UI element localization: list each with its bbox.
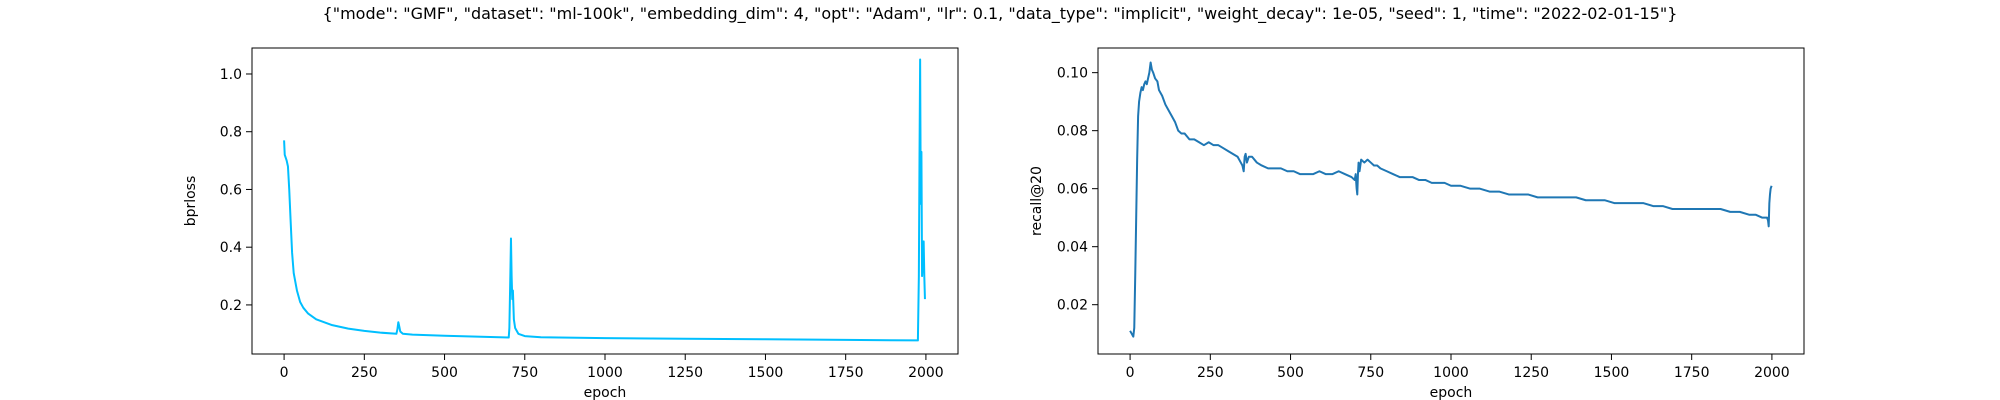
x-tick-label: 2000 [908, 365, 944, 381]
y-axis-label: bprloss [183, 176, 199, 227]
y-tick-label: 1.0 [220, 67, 242, 83]
y-tick-label: 0.06 [1057, 182, 1088, 198]
x-tick-label: 500 [431, 365, 458, 381]
series-line-0 [283, 58, 926, 342]
x-tick-label: 1250 [1513, 365, 1549, 381]
y-tick-label: 0.04 [1057, 240, 1088, 256]
x-tick-label: 2000 [1754, 365, 1790, 381]
x-tick-label: 250 [1197, 365, 1224, 381]
x-tick-label: 0 [1126, 365, 1135, 381]
x-tick-label: 750 [511, 365, 538, 381]
x-axis-label: epoch [1430, 385, 1473, 400]
y-tick-label: 0.2 [220, 298, 242, 314]
y-tick-label: 0.4 [220, 240, 242, 256]
x-tick-label: 1500 [1594, 365, 1630, 381]
x-tick-label: 1250 [667, 365, 703, 381]
bprloss-chart: 0 250 500 750 1000 1250 1500 1750 2000 0.2 0.4 0.6 0… [183, 47, 959, 400]
y-axis-label: recall@20 [1029, 166, 1045, 236]
x-tick-label: 1750 [828, 365, 864, 381]
x-tick-label: 1750 [1674, 365, 1710, 381]
recall-chart: 0 250 500 750 1000 1250 1500 1750 2000 0.02 0.04 0.… [1029, 47, 1805, 400]
plot-frame [251, 47, 959, 355]
x-tick-label: 250 [351, 365, 378, 381]
y-tick-label: 0.10 [1057, 66, 1088, 82]
figure-title: {"mode": "GMF", "dataset": "ml-100k", "e… [322, 4, 1678, 23]
x-tick-label: 1000 [587, 365, 623, 381]
x-tick-label: 750 [1357, 365, 1384, 381]
x-tick-label: 1000 [1433, 365, 1469, 381]
x-tick-label: 1500 [748, 365, 784, 381]
series-line-0 [1129, 61, 1773, 338]
x-tick-label: 0 [280, 365, 289, 381]
x-axis-label: epoch [584, 385, 627, 400]
x-tick-label: 500 [1277, 365, 1304, 381]
y-tick-label: 0.8 [220, 125, 242, 141]
y-tick-label: 0.08 [1057, 124, 1088, 140]
y-tick-label: 0.6 [220, 182, 242, 198]
y-tick-label: 0.02 [1057, 298, 1088, 314]
plot-frame [1097, 47, 1805, 355]
